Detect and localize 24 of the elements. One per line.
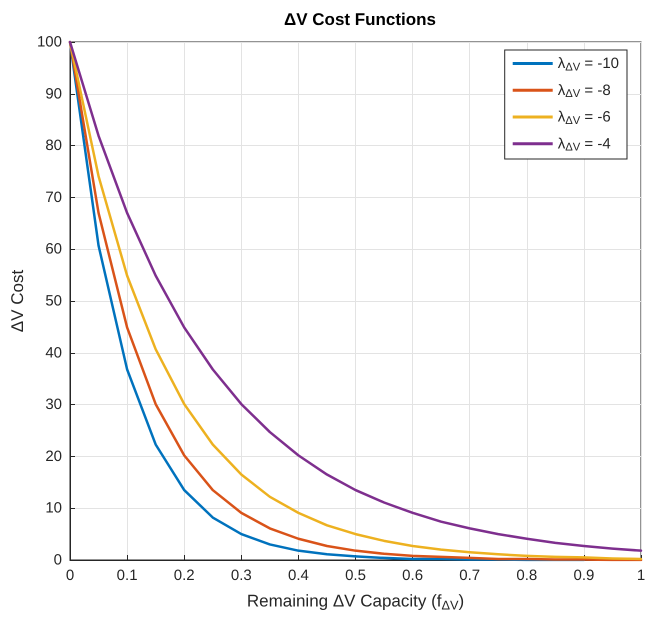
x-tick-label: 0.9 <box>573 567 594 584</box>
x-tick-label: 0.1 <box>116 567 138 584</box>
y-tick-label: 70 <box>45 188 62 206</box>
x-tick-label: 1 <box>636 567 646 584</box>
y-tick-label: 60 <box>45 240 62 258</box>
y-tick-label: 0 <box>54 552 62 568</box>
y-tick-label: 30 <box>45 396 62 414</box>
y-tick-label: 80 <box>45 137 62 154</box>
y-tick-label: 50 <box>45 292 62 310</box>
x-tick-label: 0.3 <box>230 567 252 584</box>
chart-title: ΔV Cost Functions <box>284 10 436 29</box>
x-tick-label: 0.6 <box>402 567 424 584</box>
x-tick-label: 0.8 <box>516 567 538 584</box>
x-tick-label: 0 <box>66 567 74 584</box>
y-axis-title: ΔV Cost <box>8 270 28 332</box>
y-tick-label: 100 <box>36 34 62 50</box>
y-tick-label: 90 <box>45 85 62 102</box>
x-tick-label: 0.7 <box>459 567 480 584</box>
y-tick-label: 40 <box>45 344 62 362</box>
x-tick-label: 0.2 <box>174 567 195 584</box>
x-tick-label: 0.4 <box>288 567 309 584</box>
y-tick-label: 20 <box>45 448 62 465</box>
x-tick-label: 0.5 <box>345 567 366 584</box>
y-tick-label: 10 <box>45 500 62 517</box>
